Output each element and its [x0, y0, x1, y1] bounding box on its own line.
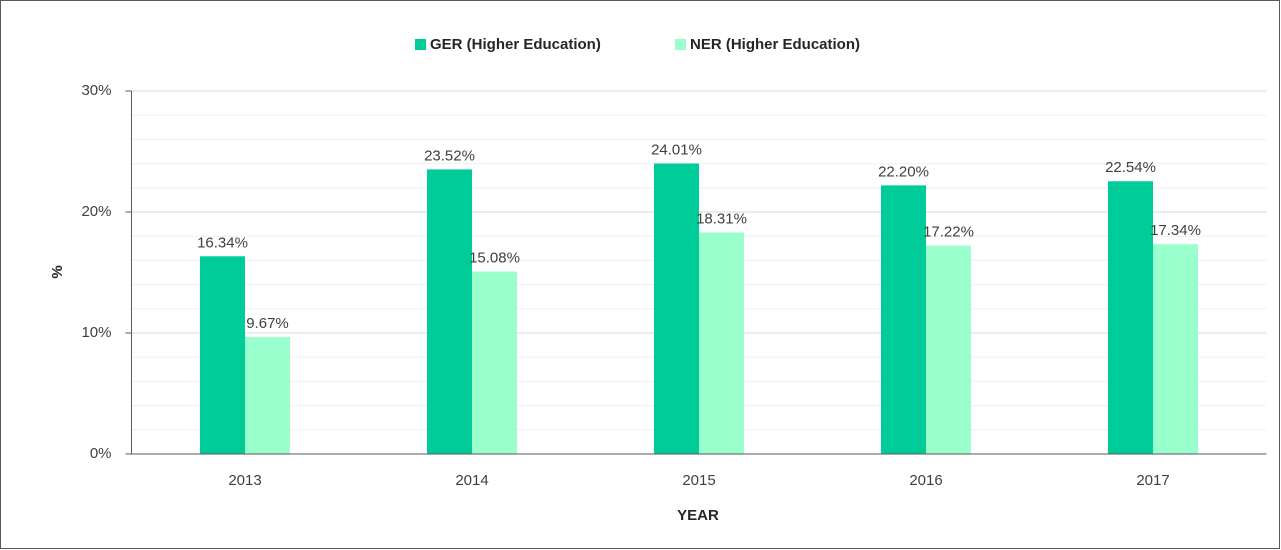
value-label: 17.34%	[1150, 222, 1201, 239]
bar	[245, 336, 290, 454]
value-label: 23.52%	[424, 147, 475, 164]
bar	[926, 245, 971, 454]
value-label: 24.01%	[651, 141, 702, 158]
y-tick-label: 10%	[81, 324, 111, 341]
y-tick-label: 20%	[81, 203, 111, 220]
value-label: 18.31%	[696, 210, 747, 227]
y-tick-label: 30%	[81, 82, 111, 99]
legend-label: NER (Higher Education)	[690, 36, 860, 53]
y-tick-label: 0%	[90, 445, 112, 462]
value-label: 9.67%	[246, 315, 289, 332]
x-tick-label: 2017	[1136, 472, 1169, 489]
legend-marker	[675, 39, 686, 50]
x-axis-label: YEAR	[677, 507, 719, 524]
bar	[427, 169, 472, 454]
value-label: 17.22%	[923, 224, 974, 241]
legend-marker	[415, 39, 426, 50]
bar	[654, 163, 699, 454]
bar	[881, 185, 926, 454]
bar	[472, 271, 517, 454]
y-axis-label: %	[49, 265, 66, 278]
value-label: 16.34%	[197, 234, 248, 251]
x-tick-label: 2014	[455, 472, 488, 489]
value-label: 22.20%	[878, 163, 929, 180]
bar	[200, 256, 245, 454]
bar	[699, 232, 744, 454]
value-label: 15.08%	[469, 250, 520, 267]
x-tick-label: 2015	[682, 472, 715, 489]
x-tick-label: 2016	[909, 472, 942, 489]
bar	[1108, 181, 1153, 455]
bar	[1153, 244, 1198, 454]
value-label: 22.54%	[1105, 159, 1156, 176]
legend-label: GER (Higher Education)	[430, 36, 601, 53]
x-tick-label: 2013	[228, 472, 261, 489]
